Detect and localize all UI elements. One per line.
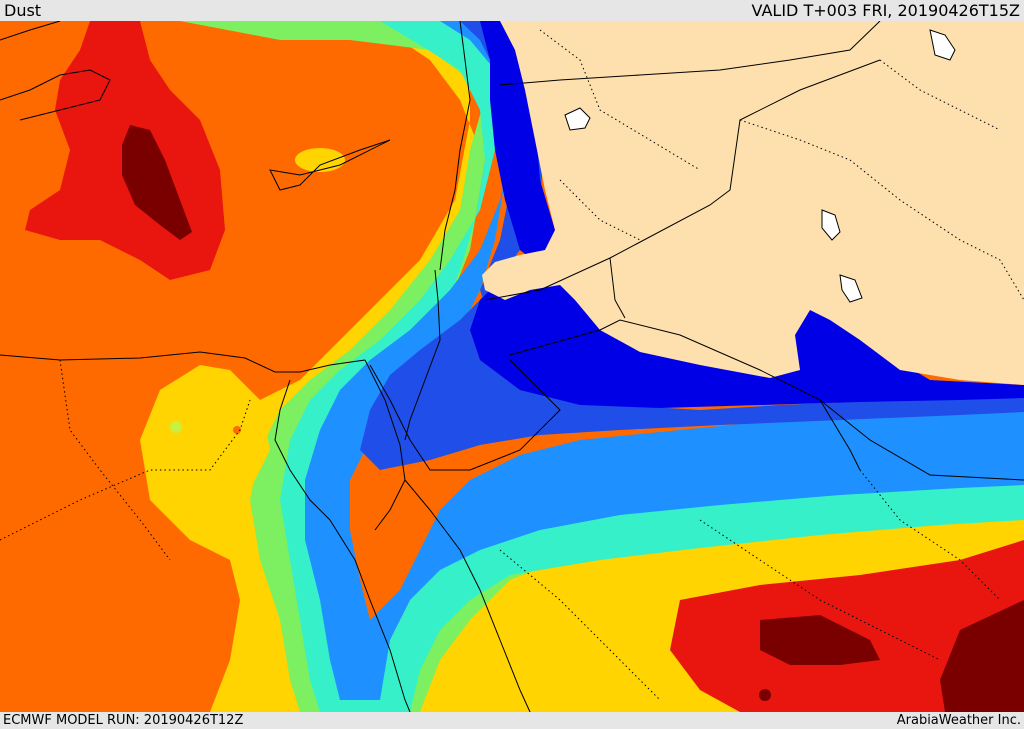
credit-label: ArabiaWeather Inc. xyxy=(896,713,1021,728)
red-blob-east xyxy=(670,540,1024,712)
orange-dot-egypt xyxy=(233,426,241,434)
lake-4 xyxy=(929,29,956,61)
dark-red-blob-corner xyxy=(940,600,1024,712)
country-borders xyxy=(369,21,1024,481)
yellow-band xyxy=(140,21,1024,712)
yellow-patch-egypt xyxy=(170,375,270,500)
lime-dot-egypt xyxy=(170,421,182,433)
model-run-label: ECMWF MODEL RUN: 20190426T12Z xyxy=(3,713,244,728)
lake-2 xyxy=(821,209,841,241)
footer-bar: ECMWF MODEL RUN: 20190426T12Z ArabiaWeat… xyxy=(0,712,1024,729)
clear-land xyxy=(482,21,1024,385)
dust-forecast-map xyxy=(0,21,1024,712)
dark-red-blob-east xyxy=(760,615,880,665)
orange-patch-cyprus xyxy=(295,148,345,172)
header-bar: Dust VALID T+003 FRI, 20190426T15Z xyxy=(0,0,1024,21)
lake-1 xyxy=(564,107,591,131)
dark-red-blob-west xyxy=(122,125,192,240)
valid-time-label: VALID T+003 FRI, 20190426T15Z xyxy=(751,1,1020,20)
admin-borders xyxy=(0,29,1024,701)
map-title: Dust xyxy=(4,1,42,20)
lake-3 xyxy=(839,274,863,303)
blue-dark-band xyxy=(470,21,1024,408)
dark-red-dot xyxy=(759,689,771,701)
sky-band xyxy=(305,21,1024,700)
coastlines xyxy=(0,21,531,712)
